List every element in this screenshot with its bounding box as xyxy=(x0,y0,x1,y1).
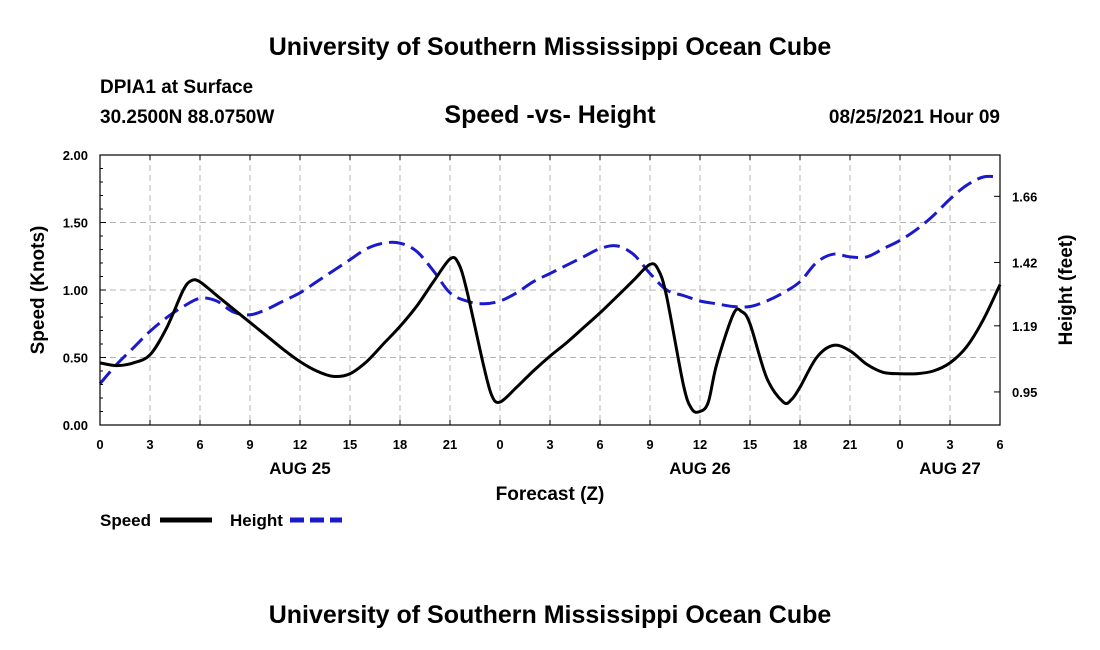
x-tick-label: 6 xyxy=(596,437,603,452)
x-tick-label: 3 xyxy=(946,437,953,452)
page-title-top: University of Southern Mississippi Ocean… xyxy=(268,33,832,61)
y-left-tick-label: 0.00 xyxy=(63,418,88,433)
x-tick-label: 0 xyxy=(96,437,103,452)
series-line-height xyxy=(98,174,1001,385)
plot-lines xyxy=(98,174,1002,414)
x-tick-label: 15 xyxy=(743,437,757,452)
y-right-tick-label: 1.42 xyxy=(1012,255,1037,270)
y-right-tick-label: 0.95 xyxy=(1012,385,1037,400)
station-coordinates: 30.2500N 88.0750W xyxy=(100,107,275,128)
y-left-tick-label: 2.00 xyxy=(63,148,88,163)
x-tick-label: 9 xyxy=(246,437,253,452)
series-line-speed xyxy=(99,255,1002,414)
y-right-tick-label: 1.66 xyxy=(1012,189,1037,204)
grid xyxy=(100,155,1000,425)
y-left-tick-label: 0.50 xyxy=(63,351,88,366)
x-tick-label: 12 xyxy=(293,437,307,452)
x-tick-label: 18 xyxy=(393,437,407,452)
date-label: AUG 25 xyxy=(269,459,330,478)
x-tick-label: 12 xyxy=(693,437,707,452)
x-tick-label: 18 xyxy=(793,437,807,452)
axis-ticks xyxy=(99,154,1001,426)
x-tick-label: 9 xyxy=(646,437,653,452)
page-title-bottom: University of Southern Mississippi Ocean… xyxy=(268,601,832,629)
x-axis-label: Forecast (Z) xyxy=(496,484,605,505)
x-tick-label: 3 xyxy=(546,437,553,452)
legend-label-height: Height xyxy=(230,511,283,530)
x-tick-label: 0 xyxy=(496,437,503,452)
y-right-tick-label: 1.19 xyxy=(1012,319,1037,334)
x-tick-label: 15 xyxy=(343,437,357,452)
legend-label-speed: Speed xyxy=(100,511,151,530)
y-left-tick-label: 1.50 xyxy=(63,216,88,231)
x-tick-label: 6 xyxy=(196,437,203,452)
chart-title: Speed -vs- Height xyxy=(444,101,656,129)
x-tick-label: 21 xyxy=(843,437,857,452)
y-left-tick-label: 1.00 xyxy=(63,283,88,298)
axis-tick-labels: 0 3 6 9 12 15 18 21 0 3 6 9 12 15 18 21 0 3 6 0.00 0.50 1.00 1… xyxy=(63,148,1038,478)
y-axis-left-label: Speed (Knots) xyxy=(28,226,49,355)
forecast-datetime: 08/25/2021 Hour 09 xyxy=(828,107,1000,128)
station-label: DPIA1 at Surface xyxy=(100,77,254,98)
speed-height-chart: 0 3 6 9 12 15 18 21 0 3 6 9 12 15 18 21 0 3 6 0.00 0.50 1.00 1… xyxy=(28,148,1077,530)
x-tick-label: 0 xyxy=(896,437,903,452)
x-tick-label: 6 xyxy=(996,437,1003,452)
date-label: AUG 27 xyxy=(919,459,980,478)
y-axis-right-label: Height (feet) xyxy=(1056,235,1077,346)
date-label: AUG 26 xyxy=(669,459,730,478)
x-tick-label: 21 xyxy=(443,437,457,452)
x-tick-label: 3 xyxy=(146,437,153,452)
